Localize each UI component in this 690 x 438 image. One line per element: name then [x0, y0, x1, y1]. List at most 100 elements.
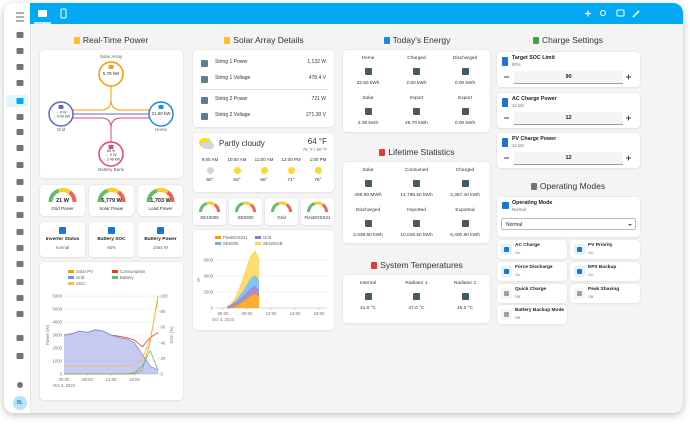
nav-icon[interactable] — [16, 196, 24, 202]
nav-icon[interactable] — [16, 335, 24, 341]
legend-label: SOC — [76, 281, 85, 286]
nav-icon[interactable] — [16, 179, 24, 185]
nav-icon[interactable] — [16, 229, 24, 235]
stat-value: 2,039.60 kWh — [353, 233, 383, 238]
x-tick-label: 12:00 — [106, 377, 117, 382]
edit-button[interactable] — [632, 10, 640, 18]
tab-icon[interactable] — [38, 10, 47, 17]
toggle-label: PV Priority — [588, 243, 613, 248]
graphic — [199, 201, 220, 213]
y2-tick-label: 60 — [161, 325, 166, 330]
stat-label: Export — [458, 96, 472, 101]
mode-toggle[interactable]: PV Priority On — [570, 240, 640, 259]
divider — [199, 89, 328, 90]
number-input[interactable]: 12 — [514, 112, 623, 125]
area-fill — [227, 275, 259, 307]
title-icon — [530, 182, 537, 190]
weather-cloud — [202, 142, 214, 149]
increment-button[interactable] — [626, 155, 631, 161]
mode-toggle[interactable]: EPS Backup On — [570, 262, 640, 281]
nav-icon[interactable] — [16, 279, 24, 285]
icon — [461, 293, 469, 300]
gauge-arc — [249, 203, 256, 213]
stat-label: Consumed — [404, 168, 429, 173]
nav-icon[interactable] — [16, 245, 24, 251]
mode-toggle[interactable]: Quick Charge Off — [497, 284, 567, 303]
x-tick-label: 09:00 — [242, 311, 253, 316]
nav-icon[interactable] — [16, 145, 24, 151]
legend-swatch — [68, 270, 74, 273]
nav-icon[interactable] — [16, 32, 24, 38]
nav-icon[interactable] — [16, 129, 24, 135]
forecast-time: 12:00 PM — [281, 157, 301, 162]
icon — [461, 108, 469, 115]
gauge-arc — [156, 188, 169, 195]
nav-icon[interactable] — [16, 162, 24, 168]
forecast-icon — [233, 167, 241, 174]
title-text: Charge Settings — [542, 35, 603, 45]
avatar[interactable]: BL — [13, 396, 27, 410]
increment-button[interactable] — [626, 115, 631, 121]
tab-icon[interactable] — [60, 8, 67, 19]
y2-axis-label: SOC (%) — [169, 326, 174, 344]
number-input[interactable]: 12 — [514, 152, 623, 165]
increment-button[interactable] — [626, 74, 631, 80]
nav-icon[interactable] — [16, 80, 24, 86]
graphic — [271, 201, 292, 213]
forecast-time: 10:00 AM — [227, 157, 247, 162]
nav-icon[interactable] — [16, 212, 24, 218]
x-tick-label: 06:00 — [218, 311, 229, 316]
section-title: System Temperatures — [347, 259, 487, 271]
gauge-card: FlexBOSS21 — [301, 198, 334, 225]
icon — [577, 247, 582, 252]
nav-icon[interactable] — [16, 98, 24, 104]
nav-icon[interactable] — [16, 295, 24, 301]
nav-icon[interactable] — [16, 64, 24, 70]
status-value: 65% — [107, 245, 116, 250]
icon — [364, 293, 372, 300]
select[interactable]: Normal — [501, 218, 636, 230]
mode-sub: Normal — [512, 207, 526, 212]
add-button[interactable] — [585, 10, 591, 17]
status-card: Battery SOC 65% — [89, 222, 134, 257]
nav-icon[interactable] — [16, 48, 24, 54]
forecast-temp: 60° — [206, 178, 214, 183]
toggle-label: Battery Backup Mode — [515, 308, 565, 313]
stat-value: 45.0 °C — [456, 306, 474, 311]
search-button[interactable] — [599, 9, 607, 17]
mode-toggle[interactable]: Peak Shaving Off — [570, 284, 640, 303]
toggle-label: EPS Backup — [588, 265, 617, 270]
nav-icon[interactable] — [16, 114, 24, 120]
nav-icon[interactable] — [16, 311, 24, 317]
nav-icon[interactable] — [16, 353, 24, 359]
string-label: String 1 Power — [215, 59, 248, 65]
gauge-label: SE10000 — [200, 215, 219, 220]
y2-tick-label: 20 — [161, 356, 166, 361]
chat-button[interactable] — [616, 9, 625, 17]
gauge-arc — [278, 201, 288, 207]
stat-value: 0.00 kWh — [454, 81, 476, 86]
node-icon — [158, 105, 164, 109]
icon — [461, 220, 469, 227]
stats-card: Home 32.50 kWh Charged 2.60 kWh Discharged 0.… — [343, 50, 490, 132]
y-axis-label: W — [196, 277, 201, 282]
node-label: Solar Array — [100, 54, 123, 59]
notification-icon[interactable] — [17, 382, 23, 388]
stat-label: Imported — [407, 208, 426, 213]
legend-swatch — [215, 236, 221, 239]
node-value: ← 0 W — [106, 153, 118, 157]
toggle-label: Peak Shaving — [588, 287, 620, 292]
nav-icon[interactable] — [16, 261, 24, 267]
legend-swatch — [215, 242, 221, 245]
gauge-card: 1,703 W Load Power — [138, 185, 183, 216]
y-tick-label: 5000 — [52, 307, 62, 312]
node-label: Grid — [57, 127, 66, 132]
number-input[interactable]: 90 — [514, 71, 623, 84]
mode-label: Operating Mode — [512, 200, 553, 206]
mode-toggle[interactable]: AC Charge On — [497, 240, 567, 259]
mode-toggle[interactable]: Battery Backup Mode Off — [497, 305, 567, 324]
strings-card: String 1 Power 1,132 W String 1 Voltage 478… — [193, 50, 334, 127]
mode-toggle[interactable]: Force Discharge On — [497, 262, 567, 281]
setting-card: Target SOC Limit 80% 90 — [497, 52, 640, 87]
